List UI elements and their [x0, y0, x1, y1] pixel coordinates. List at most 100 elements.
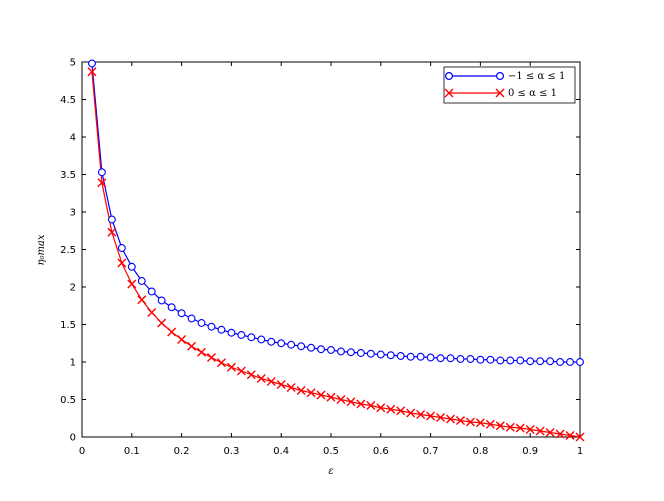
data-point	[366, 401, 376, 410]
legend-marker-blue	[445, 71, 454, 80]
data-point	[465, 417, 475, 427]
data-point	[426, 353, 435, 362]
data-point	[327, 346, 335, 354]
data-point	[247, 333, 256, 342]
data-point	[436, 354, 445, 363]
data-point	[496, 356, 505, 365]
data-point	[286, 383, 296, 392]
data-point	[88, 59, 96, 68]
data-point	[157, 296, 166, 305]
data-point	[157, 318, 167, 328]
y-tick-label: 0.5	[60, 395, 76, 406]
data-point	[197, 347, 207, 357]
data-point	[575, 432, 585, 442]
data-point	[137, 295, 147, 305]
data-point	[446, 414, 456, 424]
data-point	[475, 418, 485, 428]
x-axis-label: ε	[328, 466, 333, 477]
data-point	[555, 429, 565, 439]
data-point	[276, 380, 286, 389]
y-tick-label: 3	[70, 208, 76, 219]
data-point	[346, 397, 356, 407]
data-point	[406, 352, 415, 361]
data-point	[306, 388, 316, 398]
data-point	[226, 362, 236, 372]
data-point	[466, 355, 475, 363]
y-tick-label: 4	[70, 133, 76, 144]
x-tick-label: 0.6	[373, 446, 389, 457]
data-point	[566, 358, 574, 366]
data-point	[316, 390, 326, 400]
data-point	[167, 303, 176, 312]
x-tick-label: 0.9	[522, 446, 538, 457]
data-point	[177, 309, 186, 318]
data-point	[546, 357, 555, 366]
legend-marker-red	[495, 88, 505, 98]
data-point	[386, 404, 396, 414]
legend-marker-red	[444, 88, 454, 98]
data-point	[227, 328, 236, 337]
data-point	[317, 345, 325, 354]
data-point	[206, 353, 216, 362]
data-point	[515, 423, 525, 433]
data-point	[207, 322, 216, 331]
data-point	[117, 244, 126, 252]
data-point	[256, 374, 266, 383]
y-tick-label: 2	[70, 283, 76, 294]
data-point	[97, 168, 106, 177]
data-point	[267, 337, 276, 346]
x-axis: 0 0.1 0.2 0.3 0.4 0.5 0.6 0.7 0.8 0.9 1	[79, 62, 583, 457]
data-point	[486, 355, 495, 364]
data-point	[307, 343, 316, 352]
legend-label-red: 0 ≤ α ≤ 1	[508, 88, 557, 99]
data-point	[147, 287, 156, 296]
data-point	[505, 422, 515, 432]
legend-marker-blue	[496, 71, 505, 80]
data-point	[455, 416, 465, 425]
data-point	[87, 67, 97, 77]
y-tick-label: 1	[70, 358, 76, 369]
data-point	[446, 354, 455, 363]
data-point	[426, 411, 436, 421]
data-point	[406, 408, 416, 418]
data-point	[356, 399, 366, 409]
data-point	[197, 319, 206, 327]
data-point	[495, 421, 505, 431]
series-layer	[87, 59, 585, 442]
y-tick-label: 0	[70, 433, 76, 444]
data-point	[565, 431, 575, 440]
x-tick-label: 0.4	[273, 446, 289, 457]
data-point	[147, 308, 157, 317]
data-point	[167, 327, 177, 337]
data-point	[257, 335, 266, 344]
data-point	[287, 340, 296, 349]
data-point	[535, 426, 545, 436]
y-tick-label: 3.5	[60, 170, 76, 181]
data-point	[217, 325, 226, 334]
data-point	[436, 413, 446, 422]
x-tick-label: 0.2	[174, 446, 190, 457]
data-point	[266, 377, 276, 386]
y-tick-label: 5	[70, 58, 76, 69]
data-point	[296, 386, 306, 395]
data-point	[396, 352, 405, 360]
data-point	[536, 357, 545, 366]
data-point	[177, 335, 187, 344]
data-point	[476, 355, 485, 364]
data-point	[127, 279, 137, 289]
data-point	[396, 406, 406, 416]
data-point	[376, 350, 385, 359]
data-point	[246, 370, 256, 380]
y-axis: 0 0.5 1 1.5 2 2.5 3 3.5 4 4.5 5	[60, 58, 580, 444]
data-point	[456, 355, 465, 363]
legend-box	[443, 66, 576, 104]
data-point	[137, 277, 146, 285]
legend-label-blue: −1 ≤ α ≤ 1	[508, 71, 565, 82]
y-tick-label: 4.5	[60, 95, 76, 106]
data-point	[545, 428, 555, 437]
data-point	[337, 347, 345, 356]
data-point	[236, 366, 246, 376]
data-point	[346, 348, 355, 357]
data-point	[376, 403, 386, 413]
